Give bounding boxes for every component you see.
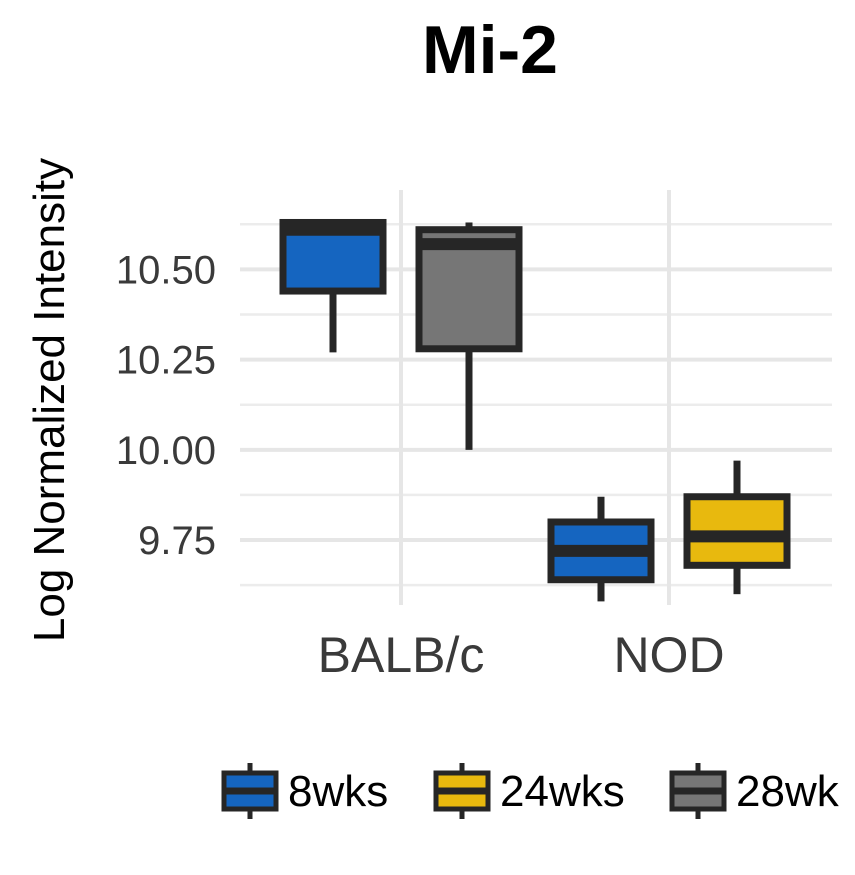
y-tick-label: 10.00 xyxy=(116,429,216,473)
y-tick-label: 10.25 xyxy=(116,339,216,383)
x-tick-label: BALB/c xyxy=(318,627,485,683)
legend-label: 28wk xyxy=(736,767,840,816)
legend-item-28wk: 28wk xyxy=(669,763,840,819)
box-24wks-NOD xyxy=(683,460,791,595)
legend-item-24wks: 24wks xyxy=(433,763,625,819)
x-axis-ticks: BALB/c NOD xyxy=(318,627,725,683)
grid xyxy=(240,190,832,605)
legend: 8wks 24wks 28wk xyxy=(221,763,840,819)
y-tick-label: 9.75 xyxy=(138,519,216,563)
y-tick-label: 10.50 xyxy=(116,248,216,292)
y-axis-label: Log Normalized Intensity xyxy=(25,158,74,642)
box-8wks-NOD xyxy=(547,496,655,602)
boxes xyxy=(279,218,791,602)
chart-title: Mi-2 xyxy=(422,12,558,88)
box-8wks-BALB/c xyxy=(279,218,387,353)
legend-item-8wks: 8wks xyxy=(221,763,388,819)
y-axis-ticks: 9.75 10.00 10.25 10.50 xyxy=(116,248,216,563)
x-tick-label: NOD xyxy=(613,627,724,683)
legend-label: 24wks xyxy=(500,767,625,816)
legend-label: 8wks xyxy=(288,767,388,816)
box-28wk-BALB/c xyxy=(415,222,523,450)
